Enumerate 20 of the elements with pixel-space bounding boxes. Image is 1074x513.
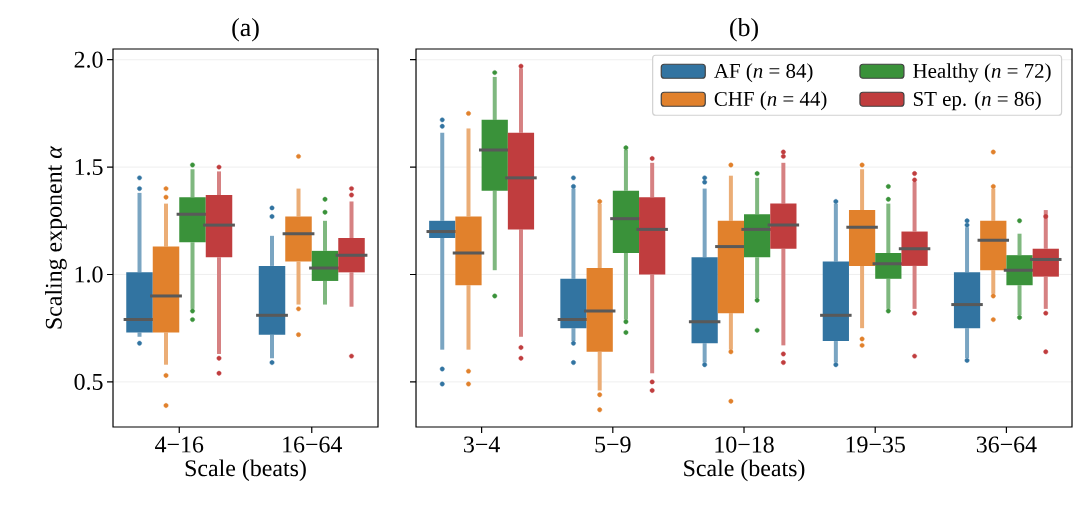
x-tick-label: 5−9 bbox=[595, 436, 631, 453]
chart-title: (a) bbox=[232, 18, 259, 42]
chart-title: (b) bbox=[730, 18, 758, 42]
x-tick-label: 19−35 bbox=[846, 436, 905, 453]
legend-label: Healthy (n = 72) bbox=[913, 63, 1051, 83]
x-tick-label: 3−4 bbox=[464, 436, 500, 453]
legend-label: ST ep. (n = 86) bbox=[913, 91, 1041, 111]
legend-label: AF (n = 84) bbox=[714, 63, 813, 83]
x-tick-label: 10−18 bbox=[715, 436, 774, 453]
x-tick-label: 16−64 bbox=[283, 436, 343, 453]
y-tick-label: 1.5 bbox=[75, 159, 103, 176]
y-tick-label: 2.0 bbox=[74, 51, 103, 68]
y-tick-label: 1.0 bbox=[75, 266, 103, 283]
x-axis-title: Scale (beats) bbox=[684, 459, 805, 482]
x-tick-label: 4−16 bbox=[155, 436, 204, 453]
y-tick-label: 0.5 bbox=[74, 373, 103, 391]
x-axis-title: Scale (beats) bbox=[185, 459, 306, 482]
legend-label: CHF (n = 44) bbox=[714, 91, 827, 111]
y-axis-title: Scaling exponent α bbox=[45, 145, 67, 329]
x-tick-label: 36−64 bbox=[976, 436, 1037, 453]
